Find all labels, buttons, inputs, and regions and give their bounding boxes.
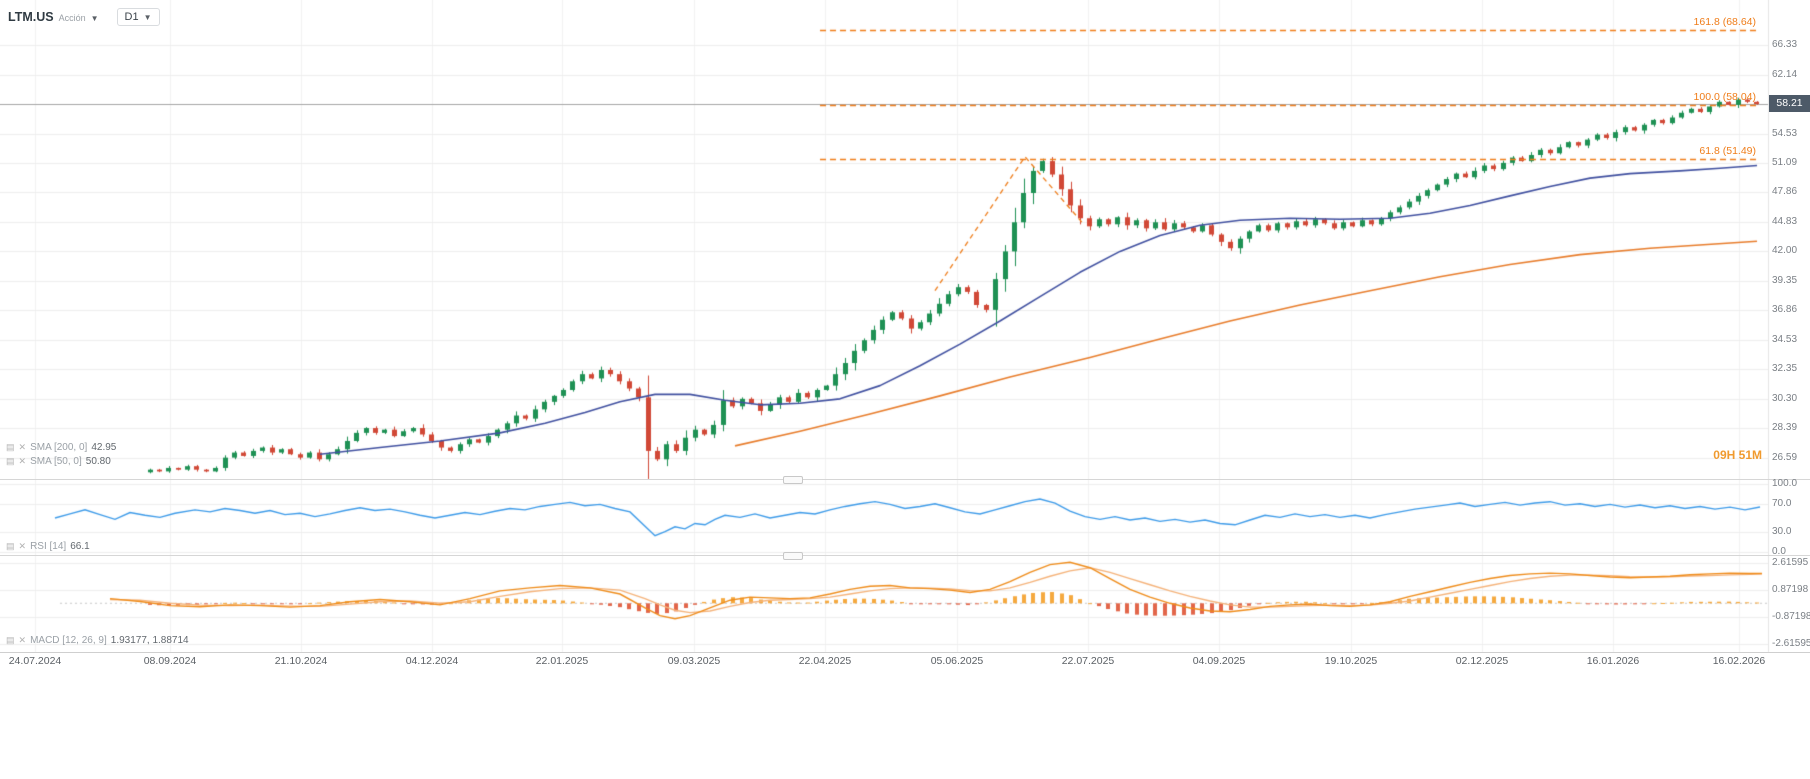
indicator-chart-icon[interactable]: ▤ xyxy=(6,442,15,452)
timeframe-selector[interactable]: D1 ▼ xyxy=(116,8,160,26)
indicator-chart-icon[interactable]: ▤ xyxy=(6,456,15,466)
indicator-remove-icon[interactable]: ✕ xyxy=(18,635,27,645)
chart-header: LTM.US Acción ▼ D1 ▼ xyxy=(8,8,160,26)
instrument-type-label: Acción xyxy=(58,13,86,23)
panel-divider xyxy=(0,555,1810,556)
sma200-label: SMA [200, 0] xyxy=(30,442,88,453)
time-axis[interactable] xyxy=(0,652,1810,674)
sma50-label: SMA [50, 0] xyxy=(30,456,82,467)
sma200-value: 42.95 xyxy=(91,442,117,453)
macd-legend: ▤ ✕ MACD [12, 26, 9] 1.93177, 1.88714 xyxy=(6,635,189,646)
chevron-down-icon: ▼ xyxy=(143,12,152,22)
indicator-remove-icon[interactable]: ✕ xyxy=(18,442,27,452)
rsi-legend: ▤ ✕ RSI [14] 66.1 xyxy=(6,541,90,552)
macd-label: MACD [12, 26, 9] xyxy=(30,635,107,646)
rsi-value: 66.1 xyxy=(70,541,90,552)
instrument-selector[interactable]: LTM.US Acción ▼ xyxy=(8,10,99,24)
sma50-legend: ▤ ✕ SMA [50, 0] 50.80 xyxy=(6,456,111,467)
panel-divider xyxy=(0,479,1810,480)
candle-time-remaining: 09H 51M xyxy=(1713,448,1762,462)
rsi-label: RSI [14] xyxy=(30,541,67,552)
chevron-down-icon: ▼ xyxy=(90,14,99,23)
panel-resize-handle[interactable] xyxy=(783,552,803,560)
panel-resize-handle[interactable] xyxy=(783,476,803,484)
indicator-remove-icon[interactable]: ✕ xyxy=(18,456,27,466)
instrument-symbol: LTM.US xyxy=(8,10,54,24)
macd-value: 1.93177, 1.88714 xyxy=(110,635,189,646)
sma200-legend: ▤ ✕ SMA [200, 0] 42.95 xyxy=(6,442,116,453)
timeframe-label: D1 xyxy=(124,11,139,23)
indicator-remove-icon[interactable]: ✕ xyxy=(18,541,27,551)
indicator-chart-icon[interactable]: ▤ xyxy=(6,635,15,645)
indicator-chart-icon[interactable]: ▤ xyxy=(6,541,15,551)
axis-divider xyxy=(0,652,1810,653)
sma50-value: 50.80 xyxy=(85,456,111,467)
current-price-badge: 58.21 xyxy=(1769,95,1810,112)
chart-canvas[interactable] xyxy=(0,0,1810,660)
